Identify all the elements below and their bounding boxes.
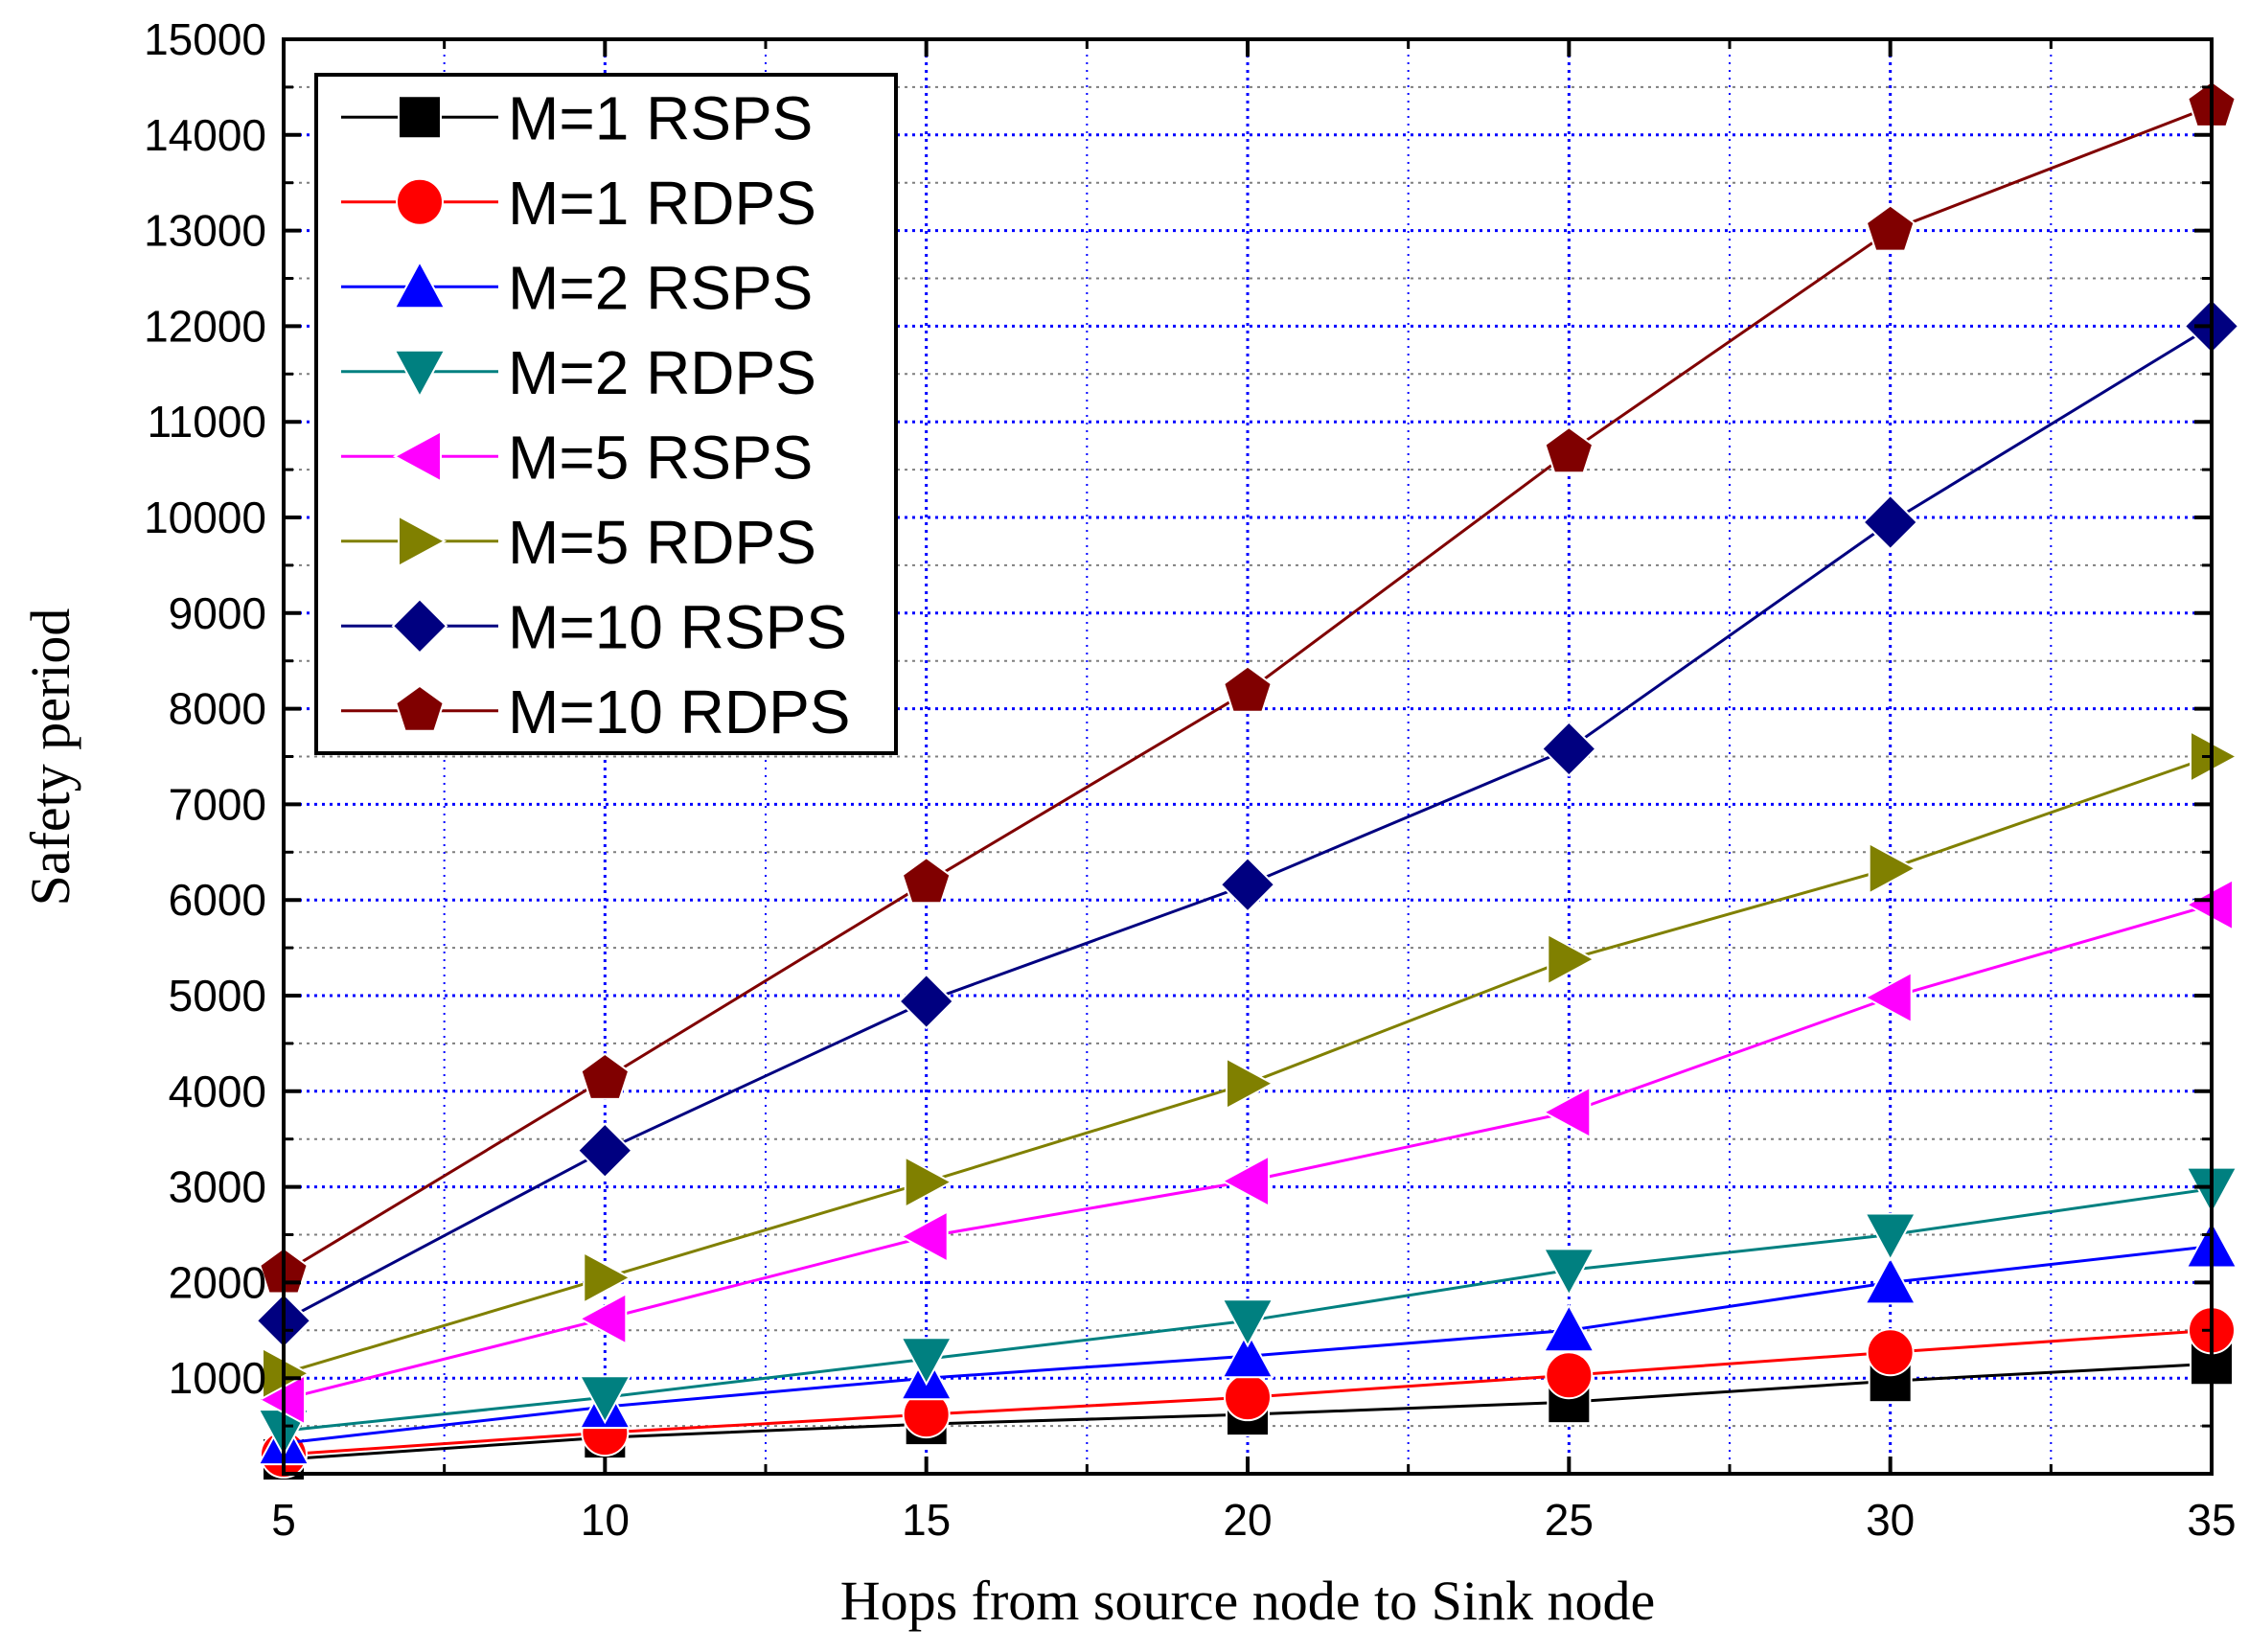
data-point — [1868, 841, 1917, 895]
data-point — [1862, 493, 1919, 551]
data-point — [1544, 425, 1595, 474]
legend-marker — [392, 429, 442, 483]
legend-entry: M=10 RSPS — [341, 592, 847, 661]
x-tick-label: 30 — [1866, 1495, 1915, 1545]
legend-entry: M=1 RDPS — [341, 169, 816, 238]
y-tick-label: 5000 — [169, 971, 266, 1021]
data-point — [900, 1337, 953, 1387]
y-tick-label: 15000 — [144, 14, 266, 64]
y-tick-label: 9000 — [169, 588, 266, 638]
x-axis-title: Hops from source node to Sink node — [840, 1570, 1656, 1632]
x-tick-label: 10 — [581, 1495, 630, 1545]
data-point — [1864, 1255, 1917, 1305]
y-tick-label: 10000 — [144, 493, 266, 542]
data-point — [580, 1052, 631, 1100]
x-tick-label: 25 — [1545, 1495, 1594, 1545]
data-point — [901, 856, 952, 905]
data-point — [1864, 1212, 1917, 1262]
legend-entry: M=2 RSPS — [341, 253, 813, 322]
y-tick-label: 6000 — [169, 875, 266, 925]
data-point — [898, 973, 955, 1030]
y-tick-label: 1000 — [169, 1353, 266, 1403]
data-point — [1547, 932, 1596, 986]
x-tick-label: 5 — [271, 1495, 296, 1545]
x-tick-label: 35 — [2187, 1495, 2236, 1545]
legend-marker — [398, 515, 448, 568]
data-point — [1224, 1373, 1272, 1422]
y-tick-label: 13000 — [144, 206, 266, 256]
legend-marker — [391, 597, 448, 654]
legend-label: M=10 RSPS — [508, 592, 847, 661]
y-tick-label: 12000 — [144, 301, 266, 351]
data-point — [576, 1122, 633, 1180]
y-tick-label: 8000 — [169, 684, 266, 734]
data-point — [1542, 1248, 1595, 1297]
legend-label: M=5 RDPS — [508, 508, 816, 577]
legend-label: M=2 RSPS — [508, 253, 813, 322]
data-point — [1865, 204, 1916, 252]
legend-marker — [395, 684, 445, 732]
data-point — [583, 1250, 632, 1305]
y-axis-title: Safety period — [19, 608, 81, 906]
data-point — [1863, 971, 1913, 1024]
data-point — [1226, 1057, 1275, 1111]
data-point — [1542, 1303, 1595, 1353]
series-m-10-rsps — [255, 297, 2240, 1349]
legend-label: M=10 RDPS — [508, 677, 850, 746]
y-tick-label: 2000 — [169, 1257, 266, 1307]
legend-label: M=5 RSPS — [508, 423, 813, 492]
legend-label: M=1 RSPS — [508, 83, 813, 152]
data-point — [1542, 1086, 1592, 1139]
legend-label: M=1 RDPS — [508, 169, 816, 238]
data-point — [1221, 1329, 1274, 1379]
legend-entry: M=2 RDPS — [341, 338, 816, 407]
data-point — [1223, 665, 1273, 713]
legend-marker — [396, 177, 444, 226]
x-tick-label: 15 — [902, 1495, 951, 1545]
legend-entry: M=1 RSPS — [341, 83, 813, 152]
data-point — [1221, 1298, 1274, 1348]
legend-marker — [398, 95, 442, 140]
data-point — [1540, 721, 1597, 777]
legend-entry: M=10 RDPS — [341, 677, 850, 746]
legend-label: M=2 RDPS — [508, 338, 816, 407]
series-line — [283, 755, 2213, 1375]
y-tick-label: 7000 — [169, 779, 266, 829]
legend-entry: M=5 RDPS — [341, 508, 816, 577]
series-m-5-rdps — [262, 729, 2239, 1400]
legend-marker — [393, 349, 447, 399]
data-point — [1866, 1328, 1915, 1377]
legend: M=1 RSPS M=1 RDPS M=2 RSPS M=2 RDPS M=5 RSPS… — [314, 73, 898, 755]
data-point — [578, 1375, 631, 1425]
axis-ticks: 1000 2000 3000 4000 5000 6000 7000 8000 9000 1000… — [144, 14, 2237, 1545]
data-point — [899, 1209, 949, 1264]
x-tick-label: 20 — [1223, 1495, 1272, 1545]
y-tick-label: 4000 — [169, 1067, 266, 1116]
data-point — [1220, 1154, 1270, 1208]
data-point — [1219, 856, 1276, 913]
y-tick-label: 3000 — [169, 1162, 266, 1212]
legend-marker — [393, 260, 447, 310]
y-tick-label: 14000 — [144, 110, 266, 160]
data-point — [904, 1155, 953, 1209]
legend-entry: M=5 RSPS — [341, 423, 813, 492]
data-point — [578, 1292, 628, 1345]
data-point — [1545, 1351, 1594, 1400]
y-tick-label: 11000 — [147, 397, 266, 447]
